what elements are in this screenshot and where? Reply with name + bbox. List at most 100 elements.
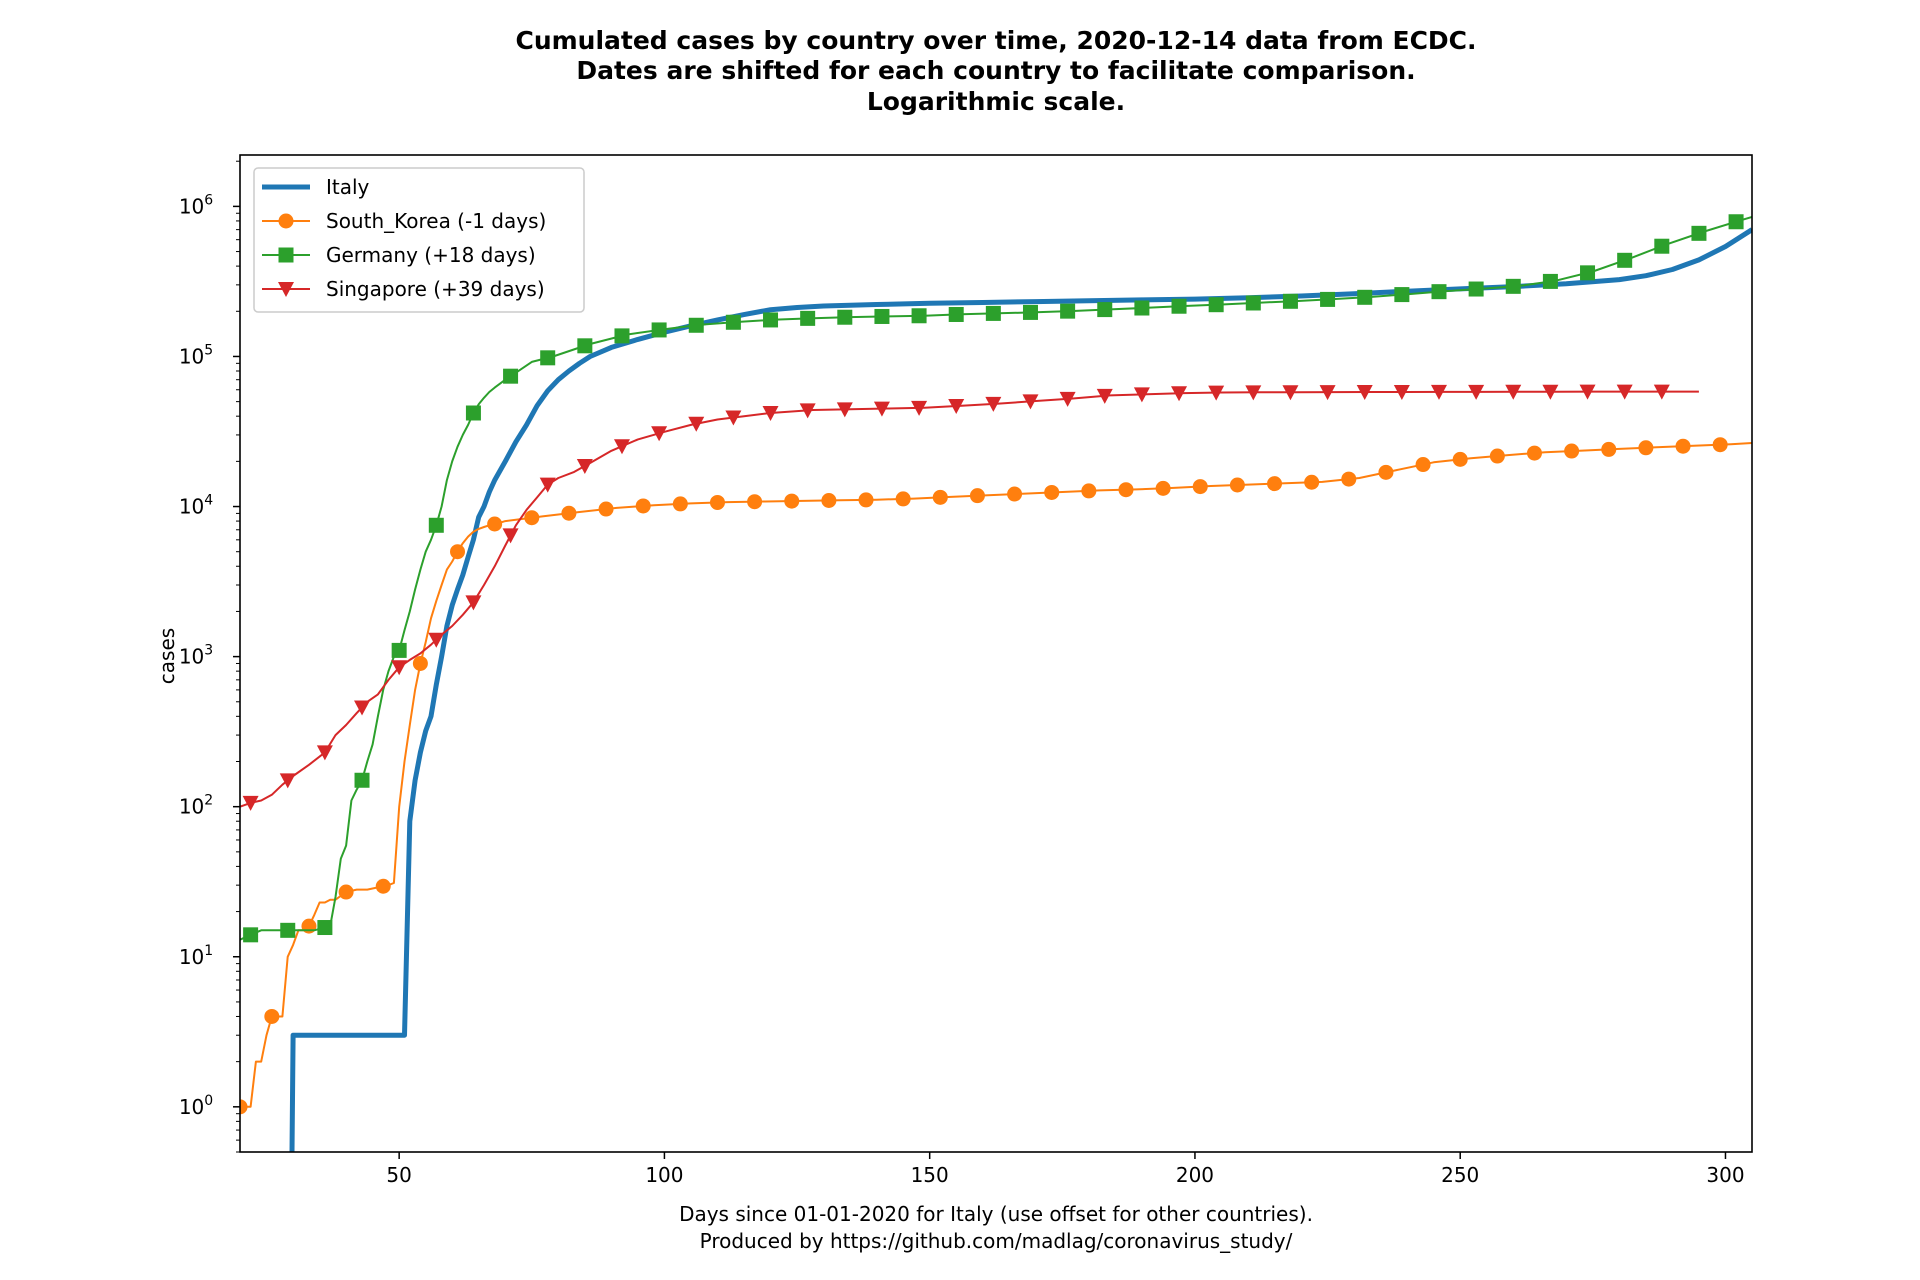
series-marker-2-4 — [354, 772, 370, 788]
series-marker-2-24 — [1097, 302, 1113, 318]
series-marker-2-22 — [1022, 304, 1038, 320]
series-marker-3-12 — [651, 426, 668, 442]
x-tick-label-4: 250 — [1441, 1163, 1479, 1187]
series-layer — [240, 214, 1752, 1152]
chart-title: Cumulated cases by country over time, 20… — [515, 26, 1476, 116]
series-marker-2-23 — [1060, 303, 1076, 319]
series-marker-1-19 — [932, 489, 948, 505]
series-marker-1-39 — [1675, 438, 1691, 454]
series-marker-3-37 — [1579, 384, 1596, 400]
series-marker-2-25 — [1134, 300, 1150, 316]
series-marker-3-36 — [1542, 384, 1559, 400]
series-marker-1-38 — [1638, 440, 1654, 456]
series-marker-1-8 — [524, 510, 540, 526]
series-marker-2-19 — [911, 308, 927, 324]
series-line-2 — [240, 216, 1752, 941]
series-marker-3-25 — [1133, 387, 1150, 403]
y-tick-label-0: 100 — [179, 1093, 213, 1119]
series-marker-1-0 — [240, 1099, 248, 1115]
series-marker-3-29 — [1282, 385, 1299, 401]
chart-title-line-2: Dates are shifted for each country to fa… — [576, 56, 1415, 85]
series-marker-1-25 — [1155, 480, 1171, 496]
series-line-0 — [289, 227, 1752, 1152]
series-marker-2-2 — [280, 922, 296, 938]
legend-item-0: Italy — [262, 175, 370, 199]
x-tick-label-2: 150 — [911, 1163, 949, 1187]
series-marker-1-24 — [1118, 482, 1134, 498]
legend-box — [253, 167, 585, 313]
series-marker-3-17 — [836, 402, 853, 418]
legend-marker-3 — [278, 282, 294, 297]
series-marker-1-17 — [858, 492, 874, 508]
series-marker-3-27 — [1208, 385, 1225, 401]
series-marker-1-3 — [338, 884, 354, 900]
series-marker-3-5 — [391, 660, 408, 676]
legend-label-0: Italy — [326, 175, 370, 199]
series-marker-3-16 — [799, 403, 816, 419]
series-marker-3-19 — [911, 400, 928, 416]
series-marker-1-16 — [821, 492, 837, 508]
series-marker-1-5 — [412, 655, 428, 671]
series-marker-2-18 — [874, 308, 890, 324]
y-tick-label-2: 102 — [179, 793, 213, 819]
y-tick-label-6: 106 — [179, 192, 213, 218]
series-marker-1-13 — [709, 494, 725, 510]
series-marker-2-37 — [1580, 265, 1596, 281]
series-marker-2-32 — [1394, 287, 1410, 303]
x-axis-label-line-1: Days since 01-01-2020 for Italy (use off… — [679, 1202, 1313, 1226]
series-3 — [240, 384, 1699, 811]
series-marker-3-26 — [1171, 386, 1188, 402]
series-marker-2-29 — [1282, 293, 1298, 309]
series-marker-1-10 — [598, 501, 614, 517]
series-marker-3-34 — [1468, 384, 1485, 400]
series-marker-2-9 — [540, 350, 556, 366]
series-marker-2-27 — [1208, 297, 1224, 313]
series-marker-1-6 — [450, 544, 466, 560]
series-marker-3-32 — [1393, 384, 1410, 400]
series-marker-2-35 — [1505, 278, 1521, 294]
x-tick-label-0: 50 — [386, 1163, 411, 1187]
legend: Italy South_Korea (-1 days) Germany (+18 d… — [253, 167, 585, 313]
series-marker-3-22 — [1022, 394, 1039, 410]
series-marker-3-3 — [316, 745, 333, 761]
series-marker-2-34 — [1468, 281, 1484, 297]
series-marker-3-38 — [1616, 384, 1633, 400]
series-marker-1-20 — [969, 488, 985, 504]
series-marker-2-41 — [1728, 214, 1744, 230]
legend-marker-1 — [278, 213, 294, 229]
series-marker-1-21 — [1007, 486, 1023, 502]
series-marker-1-9 — [561, 505, 577, 521]
y-axis: 100 101 102 103 104 105 106 — [179, 160, 240, 1153]
series-marker-3-2 — [279, 773, 296, 789]
series-marker-2-10 — [577, 338, 593, 354]
x-tick-label-5: 300 — [1706, 1163, 1744, 1187]
series-marker-3-28 — [1245, 385, 1262, 401]
series-marker-3-30 — [1319, 385, 1336, 401]
series-marker-2-6 — [428, 517, 444, 533]
x-axis: 50 100 150 200 250 300 — [386, 1152, 1745, 1187]
series-marker-2-20 — [948, 306, 964, 322]
series-marker-2-12 — [651, 322, 667, 338]
series-marker-3-7 — [465, 595, 482, 611]
series-marker-1-32 — [1415, 457, 1431, 473]
legend-item-2: Germany (+18 days) — [262, 243, 536, 267]
series-marker-1-33 — [1452, 451, 1468, 467]
series-marker-1-4 — [375, 878, 391, 894]
series-marker-2-15 — [763, 312, 779, 328]
chart-title-line-3: Logarithmic scale. — [867, 87, 1125, 116]
x-tick-label-3: 200 — [1176, 1163, 1214, 1187]
series-marker-3-35 — [1505, 384, 1522, 400]
series-marker-3-4 — [354, 700, 371, 716]
series-line-1 — [240, 442, 1752, 1108]
series-marker-2-17 — [837, 309, 853, 325]
plot-frame — [239, 154, 1753, 1153]
series-line-3 — [240, 390, 1699, 808]
legend-label-3: Singapore (+39 days) — [326, 277, 545, 301]
series-marker-1-29 — [1304, 474, 1320, 490]
series-marker-1-26 — [1192, 479, 1208, 495]
series-marker-1-30 — [1341, 471, 1357, 487]
series-marker-3-33 — [1430, 384, 1447, 400]
series-marker-1-27 — [1229, 477, 1245, 493]
series-marker-3-24 — [1096, 388, 1113, 404]
